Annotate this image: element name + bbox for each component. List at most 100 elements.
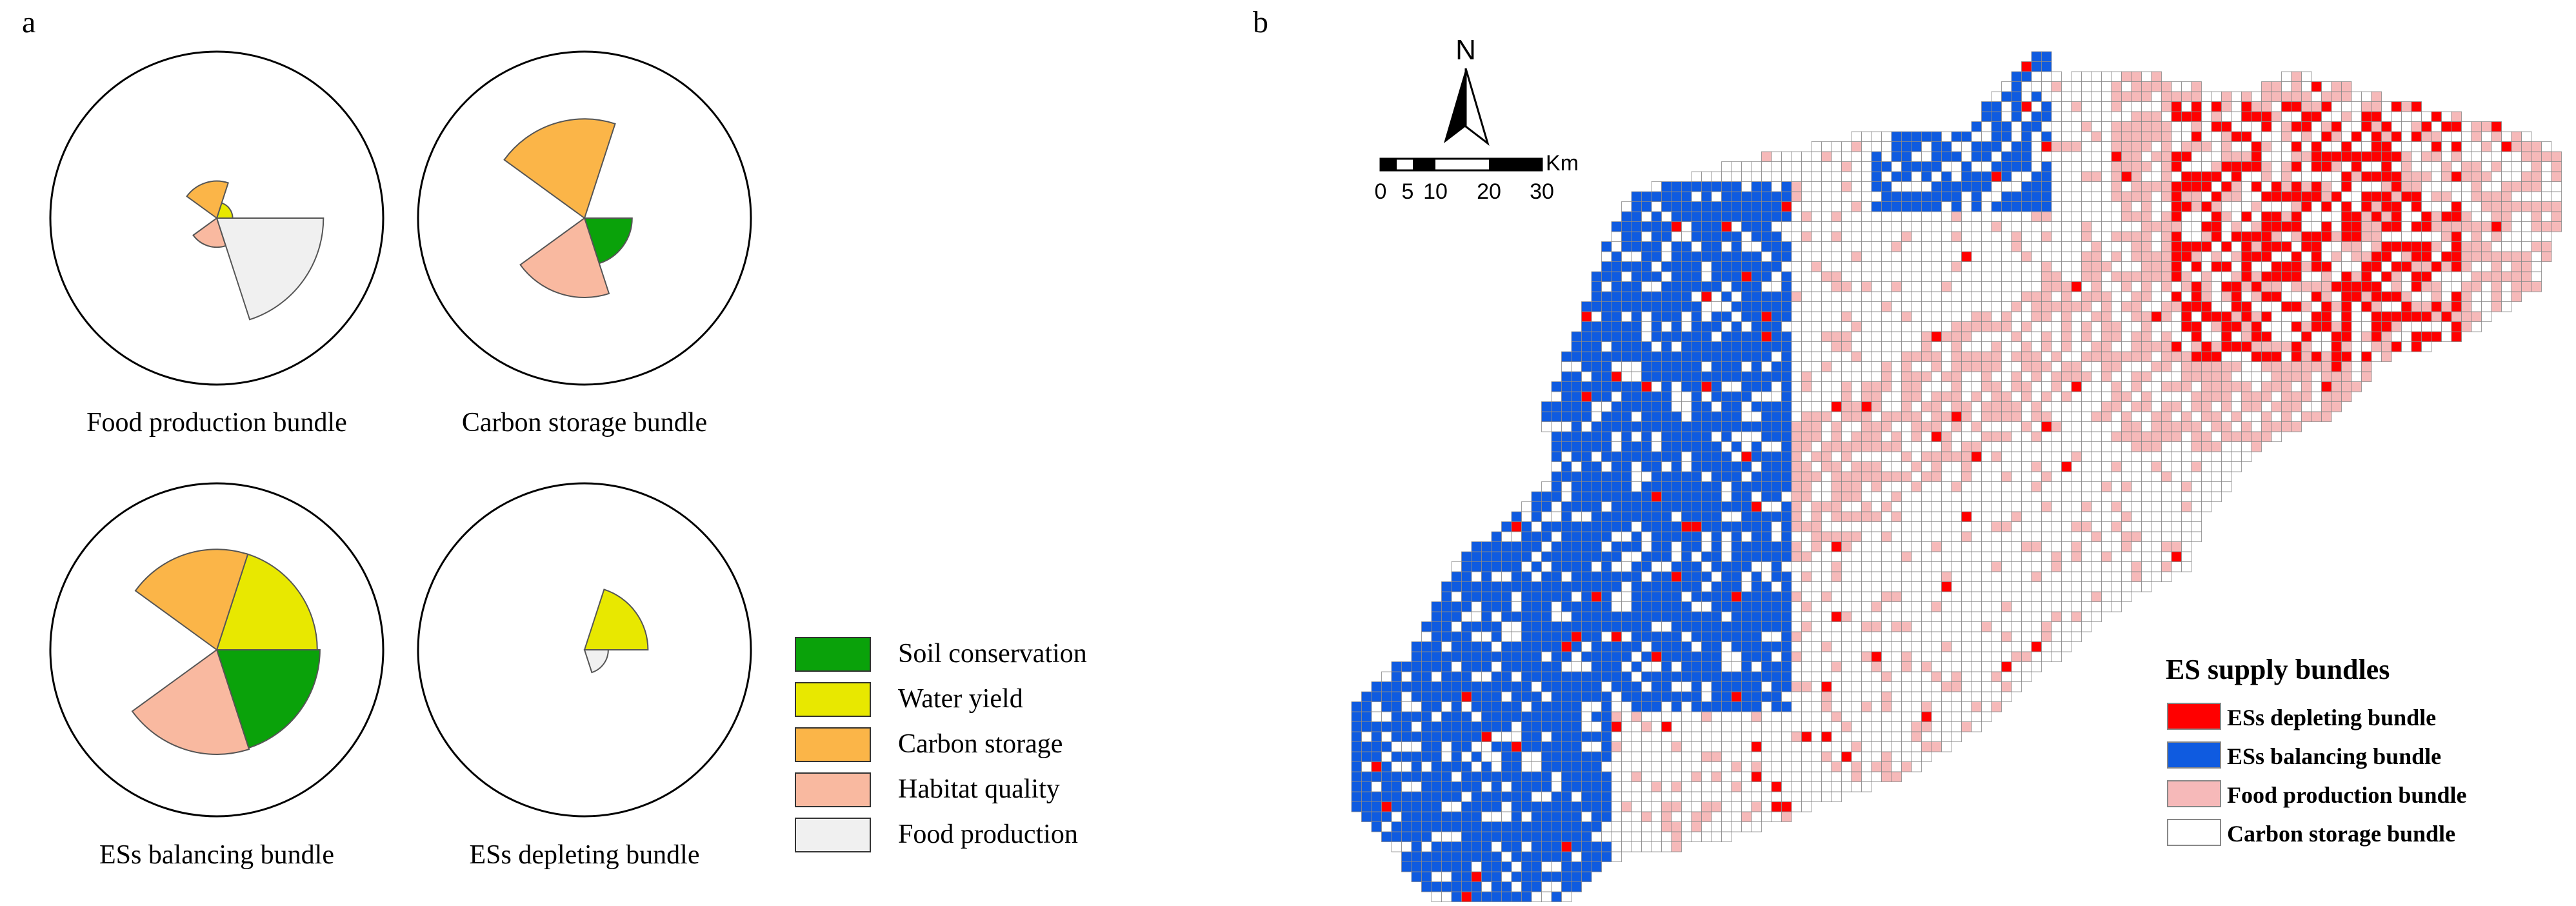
map-cell — [1811, 671, 1822, 682]
map-cell — [1961, 501, 1972, 512]
map-cell — [1401, 681, 1412, 692]
map-cell — [1751, 571, 1762, 582]
map-cell — [2001, 181, 2012, 192]
map-cell — [1411, 711, 1422, 722]
map-cell — [1921, 221, 1932, 232]
map-cell — [2231, 271, 2242, 282]
map-cell — [1891, 291, 1902, 302]
map-cell — [2521, 241, 2532, 252]
map-cell — [1861, 251, 1872, 262]
map-cell — [1821, 661, 1832, 672]
map-cell — [2141, 221, 2152, 232]
map-cell — [2041, 261, 2052, 272]
map-cell — [2011, 141, 2022, 152]
map-cell — [2441, 131, 2452, 142]
map-cell — [2091, 381, 2102, 392]
map-cell — [1581, 311, 1592, 322]
map-cell — [1681, 501, 1692, 512]
map-cell — [1931, 381, 1942, 392]
map-cell — [2221, 161, 2232, 172]
map-cell — [1591, 531, 1602, 542]
map-cell — [2061, 371, 2072, 382]
map-cell — [1461, 731, 1472, 742]
map-cell — [2011, 661, 2022, 672]
map-cell — [1571, 581, 1582, 592]
map-cell — [2411, 331, 2422, 342]
map-cell — [1521, 561, 1532, 572]
map-cell — [2021, 521, 2032, 532]
map-cell — [1481, 581, 1492, 592]
map-cell — [1921, 341, 1932, 352]
map-cell — [2141, 481, 2152, 492]
map-cell — [1521, 671, 1532, 682]
map-cell — [2141, 541, 2152, 552]
map-cell — [1851, 591, 1862, 602]
map-cell — [2321, 271, 2332, 282]
map-cell — [1711, 731, 1722, 742]
map-cell — [2491, 181, 2502, 192]
map-cell — [2291, 291, 2302, 302]
map-cell — [2071, 611, 2082, 622]
map-cell — [2111, 161, 2122, 172]
map-cell — [1921, 371, 1932, 382]
map-cell — [1831, 691, 1842, 702]
map-cell — [1651, 731, 1662, 742]
map-cell — [1791, 411, 1802, 422]
map-cell — [1971, 421, 1982, 432]
map-cell — [1891, 331, 1902, 342]
map-cell — [1601, 381, 1612, 392]
map-cell — [1861, 321, 1872, 332]
map-cell — [1391, 681, 1402, 692]
map-cell — [2181, 161, 2192, 172]
map-cell — [2111, 421, 2122, 432]
map-cell — [1711, 421, 1722, 432]
map-cell — [2101, 251, 2112, 262]
map-cell — [1871, 661, 1882, 672]
map-cell — [2161, 511, 2172, 522]
map-cell — [1921, 561, 1932, 572]
map-cell — [1891, 421, 1902, 432]
map-cell — [1771, 451, 1782, 462]
map-cell — [1631, 581, 1642, 592]
map-cell — [1501, 531, 1512, 542]
map-cell — [2161, 421, 2172, 432]
map-cell — [2411, 231, 2422, 242]
map-cell — [1631, 241, 1642, 252]
map-cell — [2021, 441, 2032, 452]
map-cell — [2181, 471, 2192, 482]
map-cell — [2121, 521, 2132, 532]
map-cell — [1961, 381, 1972, 392]
map-cell — [1821, 231, 1832, 242]
map-cell — [1751, 211, 1762, 222]
map-cell — [1981, 441, 1992, 452]
map-cell — [1981, 631, 1992, 642]
map-cell — [1741, 571, 1752, 582]
map-cell — [1651, 481, 1662, 492]
map-cell — [1541, 491, 1552, 502]
map-cell — [1651, 181, 1662, 192]
map-cell — [2031, 401, 2042, 412]
map-cell — [1981, 691, 1992, 702]
map-cell — [1641, 351, 1652, 362]
map-cell — [1571, 571, 1582, 582]
map-cell — [2011, 441, 2022, 452]
map-cell — [1941, 511, 1952, 522]
map-cell — [1731, 681, 1742, 692]
map-cell — [1611, 311, 1622, 322]
map-cell — [1831, 471, 1842, 482]
map-cell — [2361, 151, 2372, 162]
map-cell — [1981, 511, 1992, 522]
map-cell — [1991, 141, 2002, 152]
map-cell — [1431, 621, 1442, 632]
map-cell — [1791, 461, 1802, 472]
map-cell — [1561, 611, 1572, 622]
map-cell — [1941, 381, 1952, 392]
map-cell — [2011, 271, 2022, 282]
legend-label-water-yield: Water yield — [898, 684, 1023, 714]
map-cell — [1951, 661, 1962, 672]
map-cell — [2331, 381, 2342, 392]
map-cell — [1681, 601, 1692, 612]
map-cell — [1851, 411, 1862, 422]
map-cell — [2461, 281, 2472, 292]
map-cell — [1771, 311, 1782, 322]
